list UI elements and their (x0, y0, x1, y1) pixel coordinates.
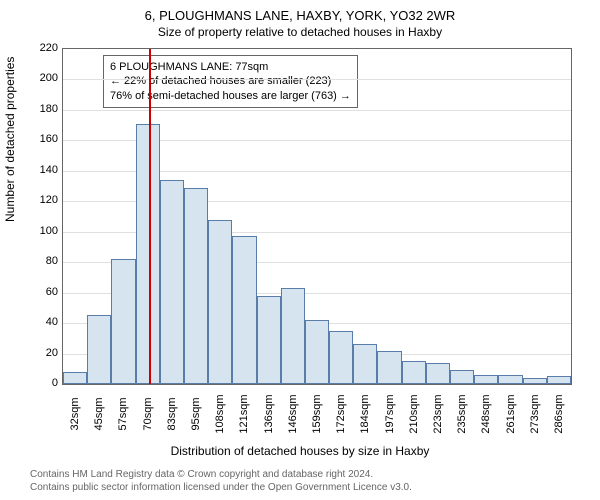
x-tick-label: 172sqm (335, 394, 347, 434)
histogram-bar (160, 180, 184, 384)
x-tick-label: 159sqm (311, 394, 323, 434)
x-tick-label: 146sqm (287, 394, 299, 434)
attribution-line-1: Contains HM Land Registry data © Crown c… (30, 468, 590, 481)
x-tick-label: 95sqm (190, 394, 202, 434)
x-tick-label: 70sqm (142, 394, 154, 434)
x-tick-label: 45sqm (93, 394, 105, 434)
histogram-bar (87, 315, 111, 384)
histogram-bar (232, 236, 256, 384)
histogram-bar (450, 370, 474, 384)
y-tick-label: 220 (28, 42, 58, 54)
histogram-bar (281, 288, 305, 384)
annotation-line: 76% of semi-detached houses are larger (… (110, 89, 351, 103)
x-tick-label: 248sqm (480, 394, 492, 434)
histogram-bar (305, 320, 329, 384)
histogram-bar (523, 378, 547, 384)
y-tick-label: 120 (28, 194, 58, 206)
annotation-line: 6 PLOUGHMANS LANE: 77sqm (110, 60, 351, 74)
annotation-line: ← 22% of detached houses are smaller (22… (110, 74, 351, 88)
histogram-bar (208, 220, 232, 384)
attribution-text: Contains HM Land Registry data © Crown c… (30, 468, 590, 494)
x-tick-label: 223sqm (432, 394, 444, 434)
histogram-bar (377, 351, 401, 385)
histogram-bar (63, 372, 87, 384)
x-tick-label: 57sqm (117, 394, 129, 434)
x-tick-label: 286sqm (553, 394, 565, 434)
chart-subtitle: Size of property relative to detached ho… (0, 23, 600, 39)
x-tick-label: 108sqm (214, 394, 226, 434)
y-gridline (63, 79, 571, 80)
y-tick-label: 200 (28, 72, 58, 84)
histogram-bar (498, 375, 522, 384)
x-tick-label: 83sqm (166, 394, 178, 434)
x-tick-label: 121sqm (238, 394, 250, 434)
x-axis-label: Distribution of detached houses by size … (0, 444, 600, 458)
y-tick-label: 0 (28, 377, 58, 389)
histogram-bar (184, 188, 208, 384)
y-tick-label: 40 (28, 316, 58, 328)
y-tick-label: 160 (28, 133, 58, 145)
y-tick-label: 140 (28, 164, 58, 176)
histogram-bar (136, 124, 160, 384)
x-tick-label: 210sqm (408, 394, 420, 434)
y-axis-label: Number of detached properties (3, 57, 17, 222)
x-tick-label: 261sqm (505, 394, 517, 434)
x-tick-label: 235sqm (456, 394, 468, 434)
histogram-bar (547, 376, 571, 384)
histogram-bar (111, 259, 135, 384)
histogram-bar (329, 331, 353, 384)
chart-container: 6, PLOUGHMANS LANE, HAXBY, YORK, YO32 2W… (0, 0, 600, 500)
plot-area: 6 PLOUGHMANS LANE: 77sqm← 22% of detache… (62, 48, 572, 385)
x-tick-label: 184sqm (359, 394, 371, 434)
chart-title: 6, PLOUGHMANS LANE, HAXBY, YORK, YO32 2W… (0, 0, 600, 23)
histogram-bar (402, 361, 426, 384)
histogram-bar (257, 296, 281, 384)
y-tick-label: 180 (28, 103, 58, 115)
x-tick-label: 136sqm (263, 394, 275, 434)
y-gridline (63, 110, 571, 111)
y-tick-label: 80 (28, 255, 58, 267)
reference-line (149, 49, 151, 384)
y-tick-label: 20 (28, 347, 58, 359)
x-tick-label: 32sqm (69, 394, 81, 434)
attribution-line-2: Contains public sector information licen… (30, 481, 590, 494)
annotation-box: 6 PLOUGHMANS LANE: 77sqm← 22% of detache… (103, 55, 358, 108)
y-tick-label: 100 (28, 225, 58, 237)
x-tick-label: 197sqm (384, 394, 396, 434)
x-tick-label: 273sqm (529, 394, 541, 434)
histogram-bar (474, 375, 498, 384)
histogram-bar (426, 363, 450, 384)
histogram-bar (353, 344, 377, 384)
y-tick-label: 60 (28, 286, 58, 298)
